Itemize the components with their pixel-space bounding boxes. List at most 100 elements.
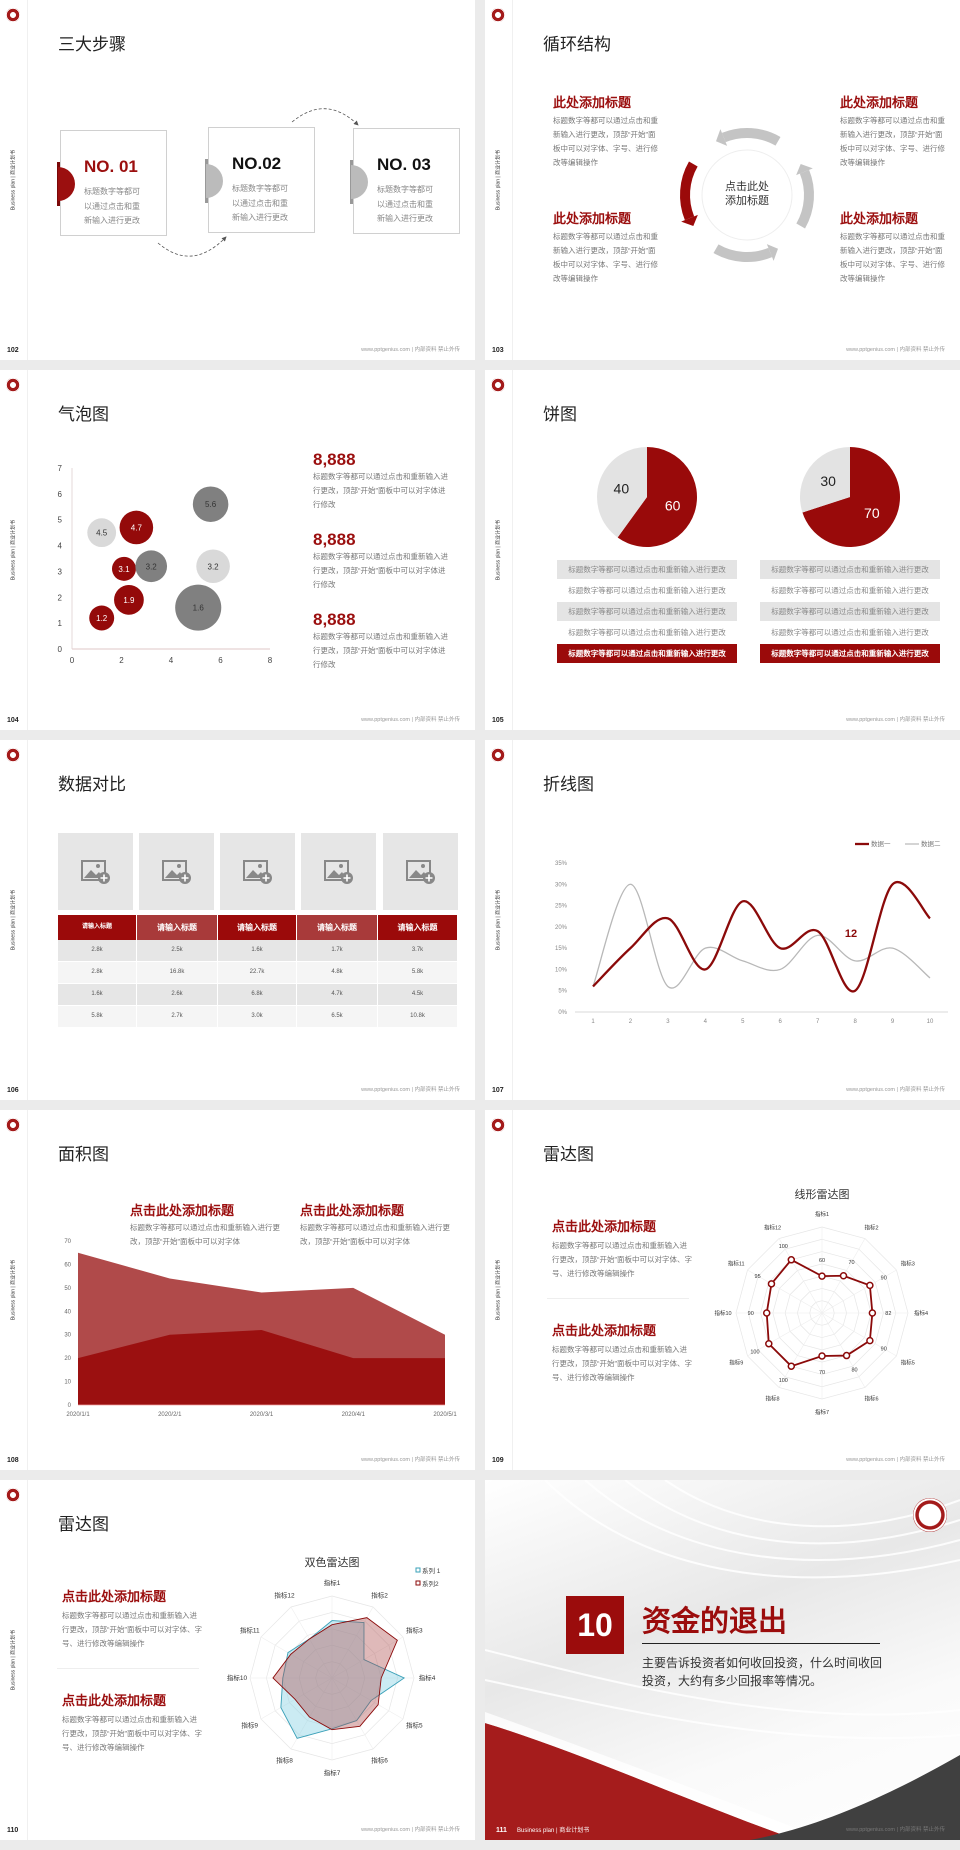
logo bbox=[491, 748, 505, 762]
bubble-label: 3.2 bbox=[146, 562, 158, 571]
bubble bbox=[192, 486, 229, 522]
footer-url: www.pptgenius.com | 内部资料 禁止外传 bbox=[361, 347, 460, 353]
pie-slice bbox=[617, 447, 697, 547]
bubble bbox=[119, 510, 154, 545]
step-card: NO.02 标题数字等都可以通过点击和重新输入进行更改 bbox=[205, 127, 315, 233]
slide-title: 循环结构 bbox=[543, 35, 611, 54]
footer-label: Business plan | 商业计划书 bbox=[517, 1828, 590, 1834]
legend-label: 系列2 bbox=[422, 1579, 439, 1588]
radar-value-label: 90 bbox=[881, 1347, 887, 1353]
block-title: 此处添加标题 bbox=[553, 95, 632, 110]
radar-value-label: 60 bbox=[819, 1258, 825, 1264]
x-tick-label: 2 bbox=[629, 1019, 633, 1025]
step-number: NO.02 bbox=[232, 154, 282, 173]
y-tick-label: 4 bbox=[58, 542, 63, 551]
y-tick-label: 5 bbox=[58, 516, 63, 525]
bubble bbox=[89, 605, 115, 631]
pie-label: 70 bbox=[864, 505, 880, 521]
slide-106[interactable]: 数据对比 请输入标题 请输入标题 请输入标题 请输入标题 请输入标题 2.8k 2.5k 1.… bbox=[0, 740, 475, 1100]
logo bbox=[6, 1488, 20, 1502]
bubble-label: 1.2 bbox=[96, 614, 108, 623]
x-tick-label: 4 bbox=[169, 656, 174, 665]
footer-url: www.pptgenius.com | 内部资料 禁止外传 bbox=[361, 1827, 460, 1833]
image-placeholder[interactable] bbox=[220, 833, 295, 910]
y-tick-label: 0 bbox=[68, 1403, 72, 1409]
image-placeholder[interactable] bbox=[383, 833, 458, 910]
x-tick-label: 2020/1/1 bbox=[66, 1412, 90, 1418]
y-tick-label: 6 bbox=[58, 490, 63, 499]
slide-title: 雷达图 bbox=[58, 1515, 109, 1534]
logo bbox=[491, 8, 505, 22]
radar-value-label: 100 bbox=[779, 1378, 788, 1384]
radar-series bbox=[280, 1620, 406, 1739]
table-header: 请输入标题 bbox=[297, 915, 378, 940]
half-circle-icon bbox=[206, 164, 223, 198]
divider bbox=[57, 1668, 199, 1669]
logo bbox=[6, 1118, 20, 1132]
stat-block: 8,888 标题数字等都可以通过点击和重新输入进行更改，顶部“开始”面板中可以对字… bbox=[313, 450, 450, 512]
half-circle-icon bbox=[351, 165, 368, 199]
radar-axis bbox=[260, 1677, 333, 1720]
radar-point bbox=[787, 1256, 796, 1264]
slide-102[interactable]: 三大步骤 NO. 01 标题数字等都可以通过点击和重新输入进行更改 NO.02 标题数… bbox=[0, 0, 475, 360]
image-placeholder[interactable] bbox=[301, 833, 376, 910]
radar-axis bbox=[331, 1636, 404, 1679]
y-tick-label: 5% bbox=[558, 989, 567, 995]
page-number: 110 bbox=[7, 1827, 19, 1834]
text-block: 点击此处添加标题 标题数字等都可以通过点击和重新输入进行更改，顶部“开始”面板中可… bbox=[62, 1692, 202, 1755]
stat-value: 8,888 bbox=[313, 450, 356, 469]
table-cell: 2.8k bbox=[58, 940, 137, 961]
radar-value-label: 95 bbox=[755, 1274, 761, 1280]
radar-axis-label: 指标11 bbox=[240, 1626, 260, 1635]
bubble bbox=[87, 518, 117, 548]
bubble bbox=[114, 584, 144, 615]
slide-105[interactable]: 饼图 60 40 70 30 标题数字等都可以通过点击和重新输入进行更改 标题数字等都可… bbox=[485, 370, 960, 730]
radar-axis-label: 指标7 bbox=[324, 1768, 341, 1777]
legend-swatch bbox=[415, 1567, 421, 1573]
slide-110[interactable]: 雷达图 指标1 指标2 指标3 指标4 指标5 指标6 指标7 指标8 指标9 指标10 指标11 指… bbox=[0, 1480, 475, 1840]
page-number: 109 bbox=[492, 1457, 504, 1464]
side-label: Business plan | 商业计划书 bbox=[10, 889, 17, 951]
slide-111[interactable]: 10 资金的退出 主要告诉投资者如何收回投资，什么时间收回投资，大约有多少回报率… bbox=[485, 1480, 960, 1840]
slide-109[interactable]: 雷达图 指标1 指标2 指标3 指标4 指标5 指标6 指标7 指标8 指标9 指标10 指标11 指… bbox=[485, 1110, 960, 1470]
slide-104[interactable]: 气泡图 0 2 4 6 8 0 1 2 3 4 5 6 7 4.5 4.7 5.6 3.1 3.2 3.2 1.9 1.… bbox=[0, 370, 475, 730]
slide-103[interactable]: 循环结构 点击此处添加标题 此处添加标题 标题数字等都可以通过点击和重新输入进行更… bbox=[485, 0, 960, 360]
add-image-icon bbox=[324, 860, 353, 884]
block-title: 此处添加标题 bbox=[840, 95, 919, 110]
radar-axis bbox=[821, 1269, 897, 1314]
y-tick-label: 50 bbox=[64, 1286, 71, 1292]
slide-107[interactable]: 折线图 0% 5% 10% 15% 20% 25% 30% 35% 1 2 3 4 5 6 7 8 9 10 数据一… bbox=[485, 740, 960, 1100]
table-cell: 6.5k bbox=[297, 1006, 378, 1027]
add-image-icon bbox=[81, 860, 110, 884]
radar-axis-label: 指标1 bbox=[324, 1578, 341, 1587]
logo bbox=[491, 1118, 505, 1132]
y-tick-label: 1 bbox=[58, 619, 63, 628]
pie-slice bbox=[800, 447, 850, 513]
radar-axis bbox=[778, 1238, 823, 1314]
slide-108[interactable]: 面积图 0 10 20 30 40 50 60 70 2020/1/1 2020/2/1 2020/… bbox=[0, 1110, 475, 1470]
x-tick-label: 2020/5/1 bbox=[433, 1412, 457, 1418]
radar-value-label: 100 bbox=[779, 1244, 788, 1250]
footer-url: www.pptgenius.com | 内部资料 禁止外传 bbox=[361, 1457, 460, 1463]
x-tick-label: 6 bbox=[779, 1019, 783, 1025]
radar-axis bbox=[331, 1606, 374, 1679]
radar-axis bbox=[260, 1636, 333, 1679]
footer-url: www.pptgenius.com | 内部资料 禁止外传 bbox=[846, 717, 945, 723]
text-block: 点击此处添加标题 标题数字等都可以通过点击和重新输入进行更改，顶部“开始”面板中可… bbox=[300, 1202, 452, 1249]
step-description: 标题数字等都可以通过点击和重新输入进行更改 bbox=[232, 184, 288, 222]
radar-point bbox=[762, 1309, 771, 1317]
x-tick-label: 0 bbox=[70, 656, 75, 665]
footer-url: www.pptgenius.com | 内部资料 禁止外传 bbox=[361, 1087, 460, 1093]
image-placeholder[interactable] bbox=[58, 833, 133, 910]
radar-axis-label: 指标12 bbox=[274, 1591, 295, 1600]
stat-description: 标题数字等都可以通过点击和重新输入进行更改，顶部“开始”面板中可以对字体进行修改 bbox=[313, 552, 448, 589]
line-series bbox=[592, 883, 931, 989]
bubble-label: 4.7 bbox=[131, 523, 143, 532]
radar-point bbox=[839, 1272, 848, 1280]
y-tick-label: 0 bbox=[58, 645, 63, 654]
image-placeholder[interactable] bbox=[139, 833, 214, 910]
x-tick-label: 8 bbox=[268, 656, 273, 665]
radar-axis bbox=[821, 1312, 897, 1357]
side-label: Business plan | 商业计划书 bbox=[495, 1259, 502, 1321]
side-label: Business plan | 商业计划书 bbox=[495, 519, 502, 581]
